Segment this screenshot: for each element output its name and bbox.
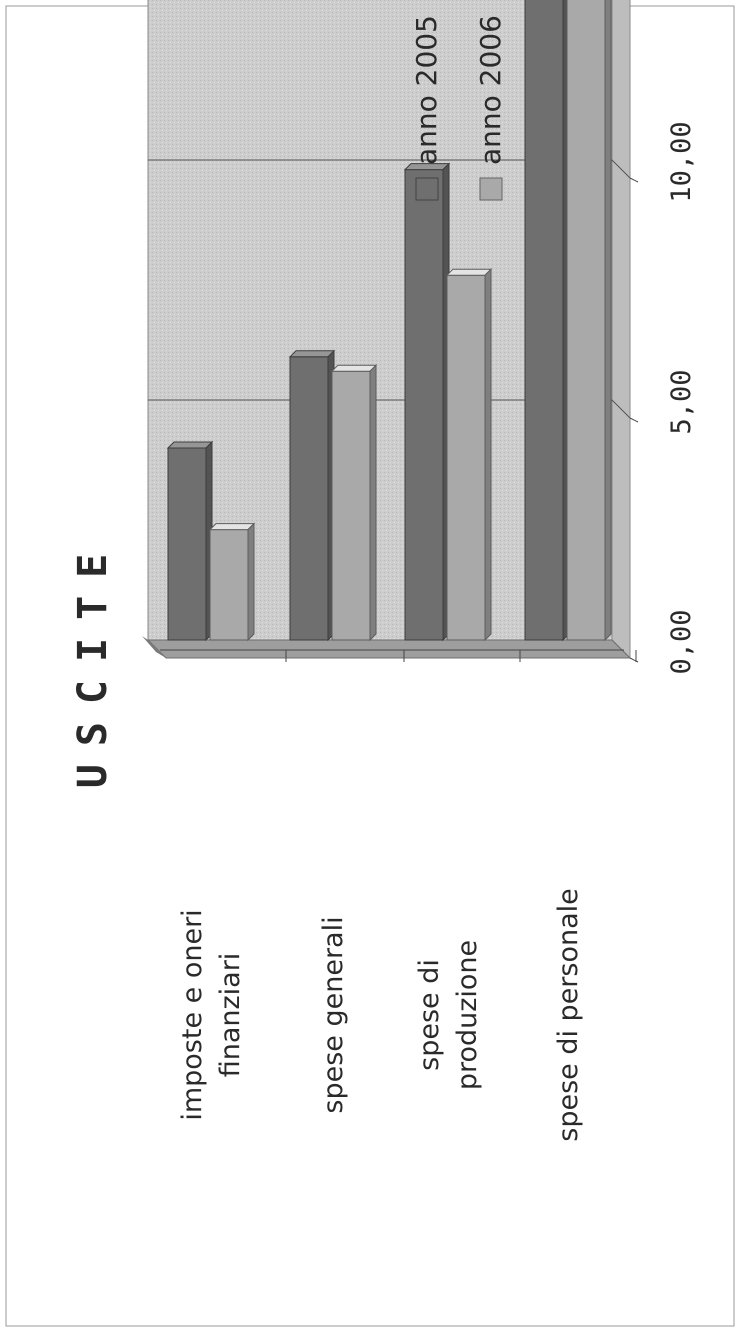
chart-title: USCITE — [70, 536, 116, 789]
bar-side — [485, 269, 491, 640]
value-tick-label: 5,00 — [666, 369, 697, 434]
bar-1-2 — [290, 351, 334, 640]
value-tick-label: 10,00 — [666, 121, 697, 202]
legend-label: anno 2006 — [474, 15, 507, 165]
bar-1-1 — [168, 442, 212, 640]
bar-face — [405, 170, 443, 640]
category-label: produzione — [452, 940, 483, 1090]
category-label: spese generali — [318, 916, 349, 1113]
bar-face — [210, 530, 248, 640]
bar-side — [370, 365, 376, 640]
bar-side — [605, 0, 611, 640]
category-label: spese di personale — [553, 888, 584, 1142]
bar-top — [290, 351, 334, 357]
bar-face — [332, 371, 370, 640]
bar-2-1 — [210, 524, 254, 640]
bar-face — [525, 0, 563, 640]
value-tick-label: 0,00 — [666, 609, 697, 674]
plot-side-wall — [612, 0, 630, 658]
bar-2-4 — [567, 0, 611, 640]
legend-label: anno 2005 — [410, 15, 443, 165]
legend-swatch — [480, 178, 502, 200]
bar-face — [168, 448, 206, 640]
bar-face — [447, 275, 485, 640]
bar-top — [332, 365, 376, 371]
bar-top — [447, 269, 491, 275]
legend-swatch — [416, 178, 438, 200]
bar-2-3 — [447, 269, 491, 640]
plot-floor — [148, 640, 630, 658]
chart-title-group: USCITE — [70, 536, 116, 789]
bar-1-4 — [525, 0, 569, 640]
category-axis: imposte e oneri finanziari spese generali s… — [160, 650, 636, 1142]
bar-face — [290, 357, 328, 640]
category-label: finanziari — [215, 953, 246, 1078]
bar-side — [248, 524, 254, 640]
bar-1-3 — [405, 164, 449, 640]
bar-top — [210, 524, 254, 530]
value-tick — [630, 418, 638, 422]
bar-face — [567, 0, 605, 640]
category-label: spese di — [414, 959, 445, 1071]
value-tick — [630, 658, 638, 662]
bar-2-2 — [332, 365, 376, 640]
bar-top — [168, 442, 212, 448]
category-label: imposte e oneri — [177, 909, 208, 1120]
value-tick — [630, 178, 638, 182]
